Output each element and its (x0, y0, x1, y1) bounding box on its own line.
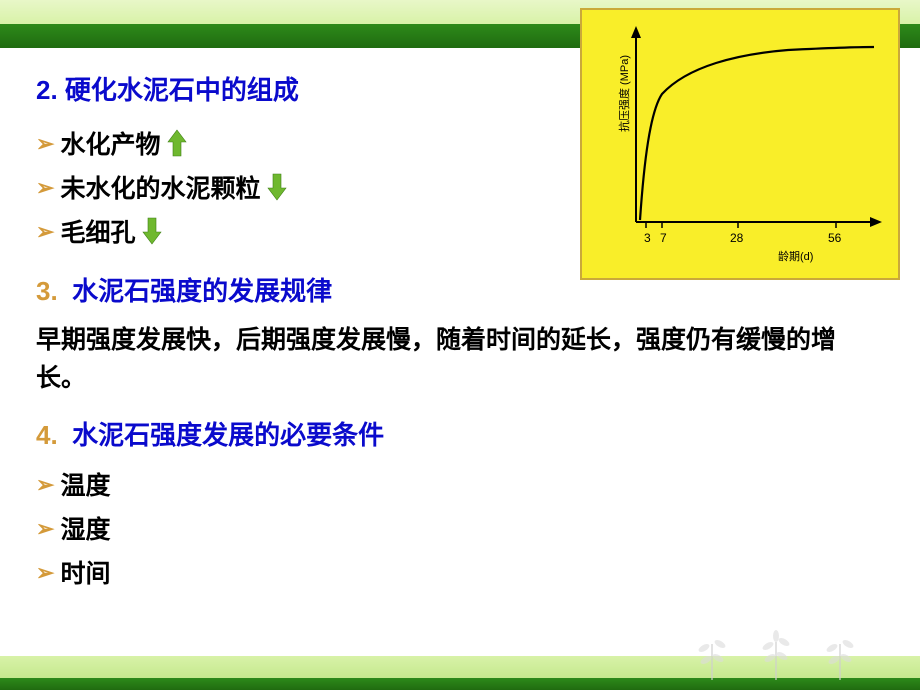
slide-content: 2. 硬化水泥石中的组成 ➢ 水化产物 ➢ 未水化的水泥颗粒 ➢ 毛细孔 3. … (36, 70, 884, 598)
bullet-text-humidity: 湿度 (60, 510, 110, 546)
list-item: ➢ 水化产物 (36, 125, 884, 161)
chevron-right-icon: ➢ (36, 518, 54, 540)
section-2-title: 硬化水泥石中的组成 (65, 75, 299, 105)
section-2-number: 2. (36, 75, 58, 105)
list-item: ➢ 时间 (36, 554, 884, 590)
plant-icon (692, 624, 732, 680)
section-4-heading: 4. 水泥石强度发展的必要条件 (36, 415, 884, 452)
plant-icon (820, 624, 860, 680)
down-arrow-icon (141, 216, 163, 246)
bullet-text-time: 时间 (60, 554, 110, 590)
chevron-right-icon: ➢ (36, 221, 54, 243)
section-4-title: 水泥石强度发展的必要条件 (72, 420, 384, 450)
section-3-heading: 3. 水泥石强度的发展规律 (36, 271, 884, 308)
bullet-text-temperature: 温度 (60, 466, 110, 502)
chevron-right-icon: ➢ (36, 177, 54, 199)
section-2-heading: 2. 硬化水泥石中的组成 (36, 70, 884, 107)
section-4-number: 4. (36, 420, 58, 450)
bullet-text-hydration-products: 水化产物 (60, 125, 160, 161)
section-3-paragraph: 早期强度发展快，后期强度发展慢，随着时间的延长，强度仍有缓慢的增长。 (36, 322, 884, 397)
list-item: ➢ 湿度 (36, 510, 884, 546)
list-item: ➢ 温度 (36, 466, 884, 502)
bullet-text-capillary-pores: 毛细孔 (60, 213, 135, 249)
chevron-right-icon: ➢ (36, 562, 54, 584)
chevron-right-icon: ➢ (36, 133, 54, 155)
section-3-title: 水泥石强度的发展规律 (72, 276, 332, 306)
list-item: ➢ 未水化的水泥颗粒 (36, 169, 884, 205)
section-3-number: 3. (36, 276, 58, 306)
up-arrow-icon (166, 128, 188, 158)
plant-icon (756, 624, 796, 680)
chevron-right-icon: ➢ (36, 474, 54, 496)
down-arrow-icon (266, 172, 288, 202)
bullet-text-unhydrated-particles: 未水化的水泥颗粒 (60, 169, 260, 205)
list-item: ➢ 毛细孔 (36, 213, 884, 249)
plant-decoration (692, 624, 860, 680)
